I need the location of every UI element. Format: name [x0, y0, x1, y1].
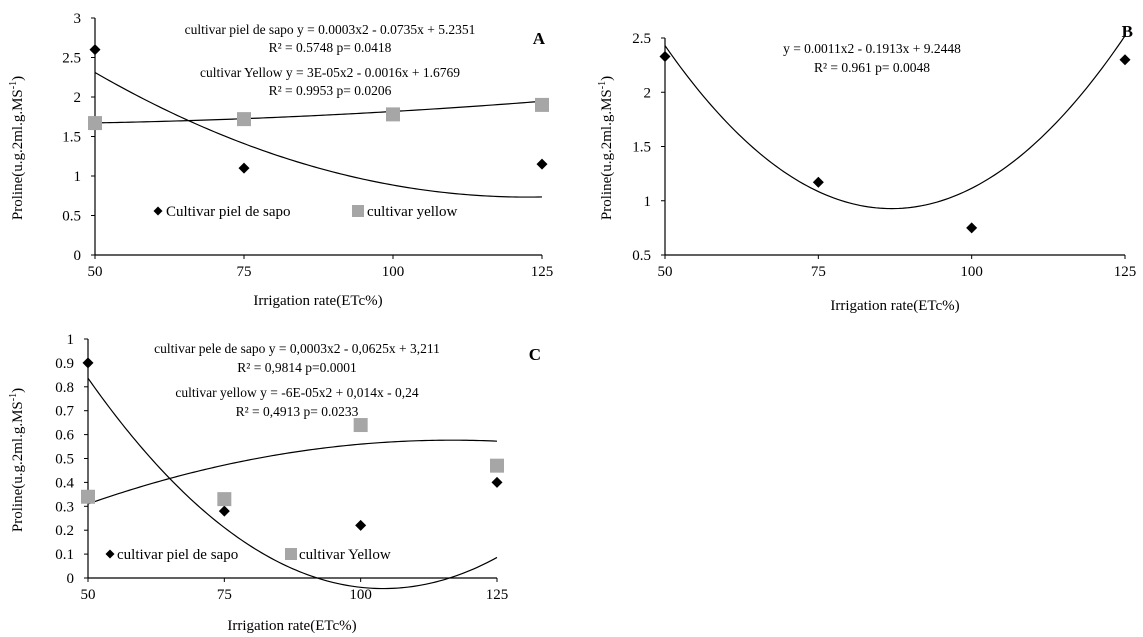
data-point-series-1 — [659, 50, 671, 62]
x-tick-label: 125 — [1114, 264, 1137, 280]
chart-panel-a: 0 0.5 1 1.5 2 2.5 3 50 75 100 125 Irrigation rate(E… — [8, 11, 553, 309]
panel-label: B — [1122, 22, 1133, 41]
x-tick-label: 75 — [237, 264, 252, 280]
data-point-series-1 — [218, 505, 230, 517]
legend-label: Cultivar piel de sapo — [166, 204, 291, 220]
regression-equation: R² = 0,9814 p=0.0001 — [237, 360, 356, 375]
y-tick-label: 3 — [74, 11, 82, 27]
regression-equation: R² = 0.9953 p= 0.0206 — [269, 83, 392, 98]
legend-marker-square — [352, 205, 364, 217]
data-point-series-2 — [237, 112, 251, 127]
legend-marker-square — [285, 548, 297, 560]
x-tick-label: 75 — [217, 587, 232, 603]
y-tick-label: 0.8 — [55, 380, 74, 396]
data-point-series-1 — [238, 162, 250, 174]
y-tick-label: 1 — [644, 194, 652, 210]
x-tick-label: 50 — [88, 264, 103, 280]
y-tick-label: 0 — [67, 571, 75, 587]
trendline-series-2 — [87, 439, 498, 505]
y-tick-label: 1.5 — [62, 130, 81, 146]
y-tick-label: 0.5 — [55, 452, 74, 468]
data-point-series-2 — [217, 492, 232, 507]
x-axis-title: Irrigation rate(ETc%) — [227, 618, 356, 634]
y-tick-label: 0.3 — [55, 499, 74, 515]
regression-equation: cultivar pele de sapo y = 0,0003x2 - 0,0… — [154, 341, 440, 356]
y-tick-label: 0.2 — [55, 523, 74, 539]
regression-equation: cultivar yellow y = -6E-05x2 + 0,014x - … — [175, 385, 418, 400]
y-tick-label: 0.5 — [62, 209, 81, 225]
y-axis-title: Proline(u.g.2ml.g.MS-1) — [597, 76, 615, 220]
data-point-series-2 — [353, 418, 368, 433]
y-tick-label: 2.5 — [632, 31, 651, 47]
y-tick-label: 0.9 — [55, 356, 74, 372]
legend-marker-diamond — [105, 549, 115, 559]
data-point-series-2 — [535, 97, 549, 112]
x-axis-title: Irrigation rate(ETc%) — [253, 293, 382, 309]
x-tick-label: 125 — [531, 264, 554, 280]
y-tick-label: 1 — [74, 169, 82, 185]
data-point-series-1 — [536, 158, 548, 170]
legend-label: cultivar Yellow — [299, 547, 391, 563]
y-tick-label: 0.4 — [55, 475, 74, 491]
y-tick-label: 0.7 — [55, 404, 74, 420]
data-point-series-1 — [82, 357, 94, 369]
y-tick-label: 2 — [644, 85, 652, 101]
data-point-series-2 — [81, 489, 95, 504]
legend-marker-diamond — [153, 206, 163, 216]
trendline-series-1 — [87, 377, 498, 590]
chart-panel-b: 0.5 1 1.5 2 2.5 50 75 100 125 Irrigation rate(ETc… — [597, 22, 1136, 314]
panel-label: A — [533, 29, 546, 48]
data-point-series-2 — [490, 458, 504, 473]
y-tick-label: 1 — [67, 332, 75, 348]
regression-equation: R² = 0.5748 p= 0.0418 — [269, 40, 392, 55]
data-point-series-1 — [355, 519, 367, 531]
legend: Cultivar piel de sapo cultivar yellow — [153, 204, 458, 220]
regression-equation: cultivar Yellow y = 3E-05x2 - 0.0016x + … — [200, 65, 460, 80]
y-axis-title: Proline(u.g.2ml.g.MS-1) — [8, 76, 26, 220]
trendline-series-2 — [94, 100, 543, 124]
x-tick-label: 100 — [349, 587, 372, 603]
y-tick-label: 2.5 — [62, 51, 81, 67]
x-tick-label: 125 — [486, 587, 509, 603]
y-tick-label: 0 — [74, 248, 82, 264]
legend-label: cultivar piel de sapo — [117, 547, 238, 563]
data-point-series-1 — [491, 476, 503, 488]
y-tick-label: 0.6 — [55, 428, 74, 444]
regression-equation: cultivar piel de sapo y = 0.0003x2 - 0.0… — [185, 22, 476, 37]
trendline-series-1 — [664, 35, 1126, 210]
y-axis-title: Proline(u.g.2ml.g.MS-1) — [8, 388, 26, 532]
data-point-series-1 — [89, 44, 101, 56]
legend: cultivar piel de sapo cultivar Yellow — [105, 547, 391, 563]
chart-panel-c: 0 0.1 0.2 0.3 0.4 0.5 0.6 0.7 0.8 0.9 1 50 75 100 125 I… — [8, 332, 541, 634]
x-tick-label: 50 — [658, 264, 673, 280]
regression-equation: R² = 0,4913 p= 0.0233 — [236, 404, 359, 419]
x-tick-label: 100 — [382, 264, 405, 280]
x-tick-label: 75 — [811, 264, 826, 280]
regression-equation: R² = 0.961 p= 0.0048 — [814, 60, 930, 75]
y-tick-label: 2 — [74, 90, 82, 106]
y-tick-label: 0.5 — [632, 248, 651, 264]
legend-label: cultivar yellow — [367, 204, 458, 220]
y-tick-label: 0.1 — [55, 547, 74, 563]
data-point-series-2 — [386, 107, 400, 122]
data-point-series-1 — [1119, 54, 1131, 66]
panel-label: C — [529, 345, 541, 364]
data-point-series-1 — [812, 176, 824, 188]
trendline-series-1 — [94, 71, 543, 198]
x-tick-label: 50 — [81, 587, 96, 603]
data-point-series-2 — [88, 116, 102, 131]
data-point-series-1 — [966, 222, 978, 234]
x-axis-title: Irrigation rate(ETc%) — [830, 298, 959, 314]
x-tick-label: 100 — [960, 264, 983, 280]
regression-equation: y = 0.0011x2 - 0.1913x + 9.2448 — [783, 41, 961, 56]
y-tick-label: 1.5 — [632, 140, 651, 156]
